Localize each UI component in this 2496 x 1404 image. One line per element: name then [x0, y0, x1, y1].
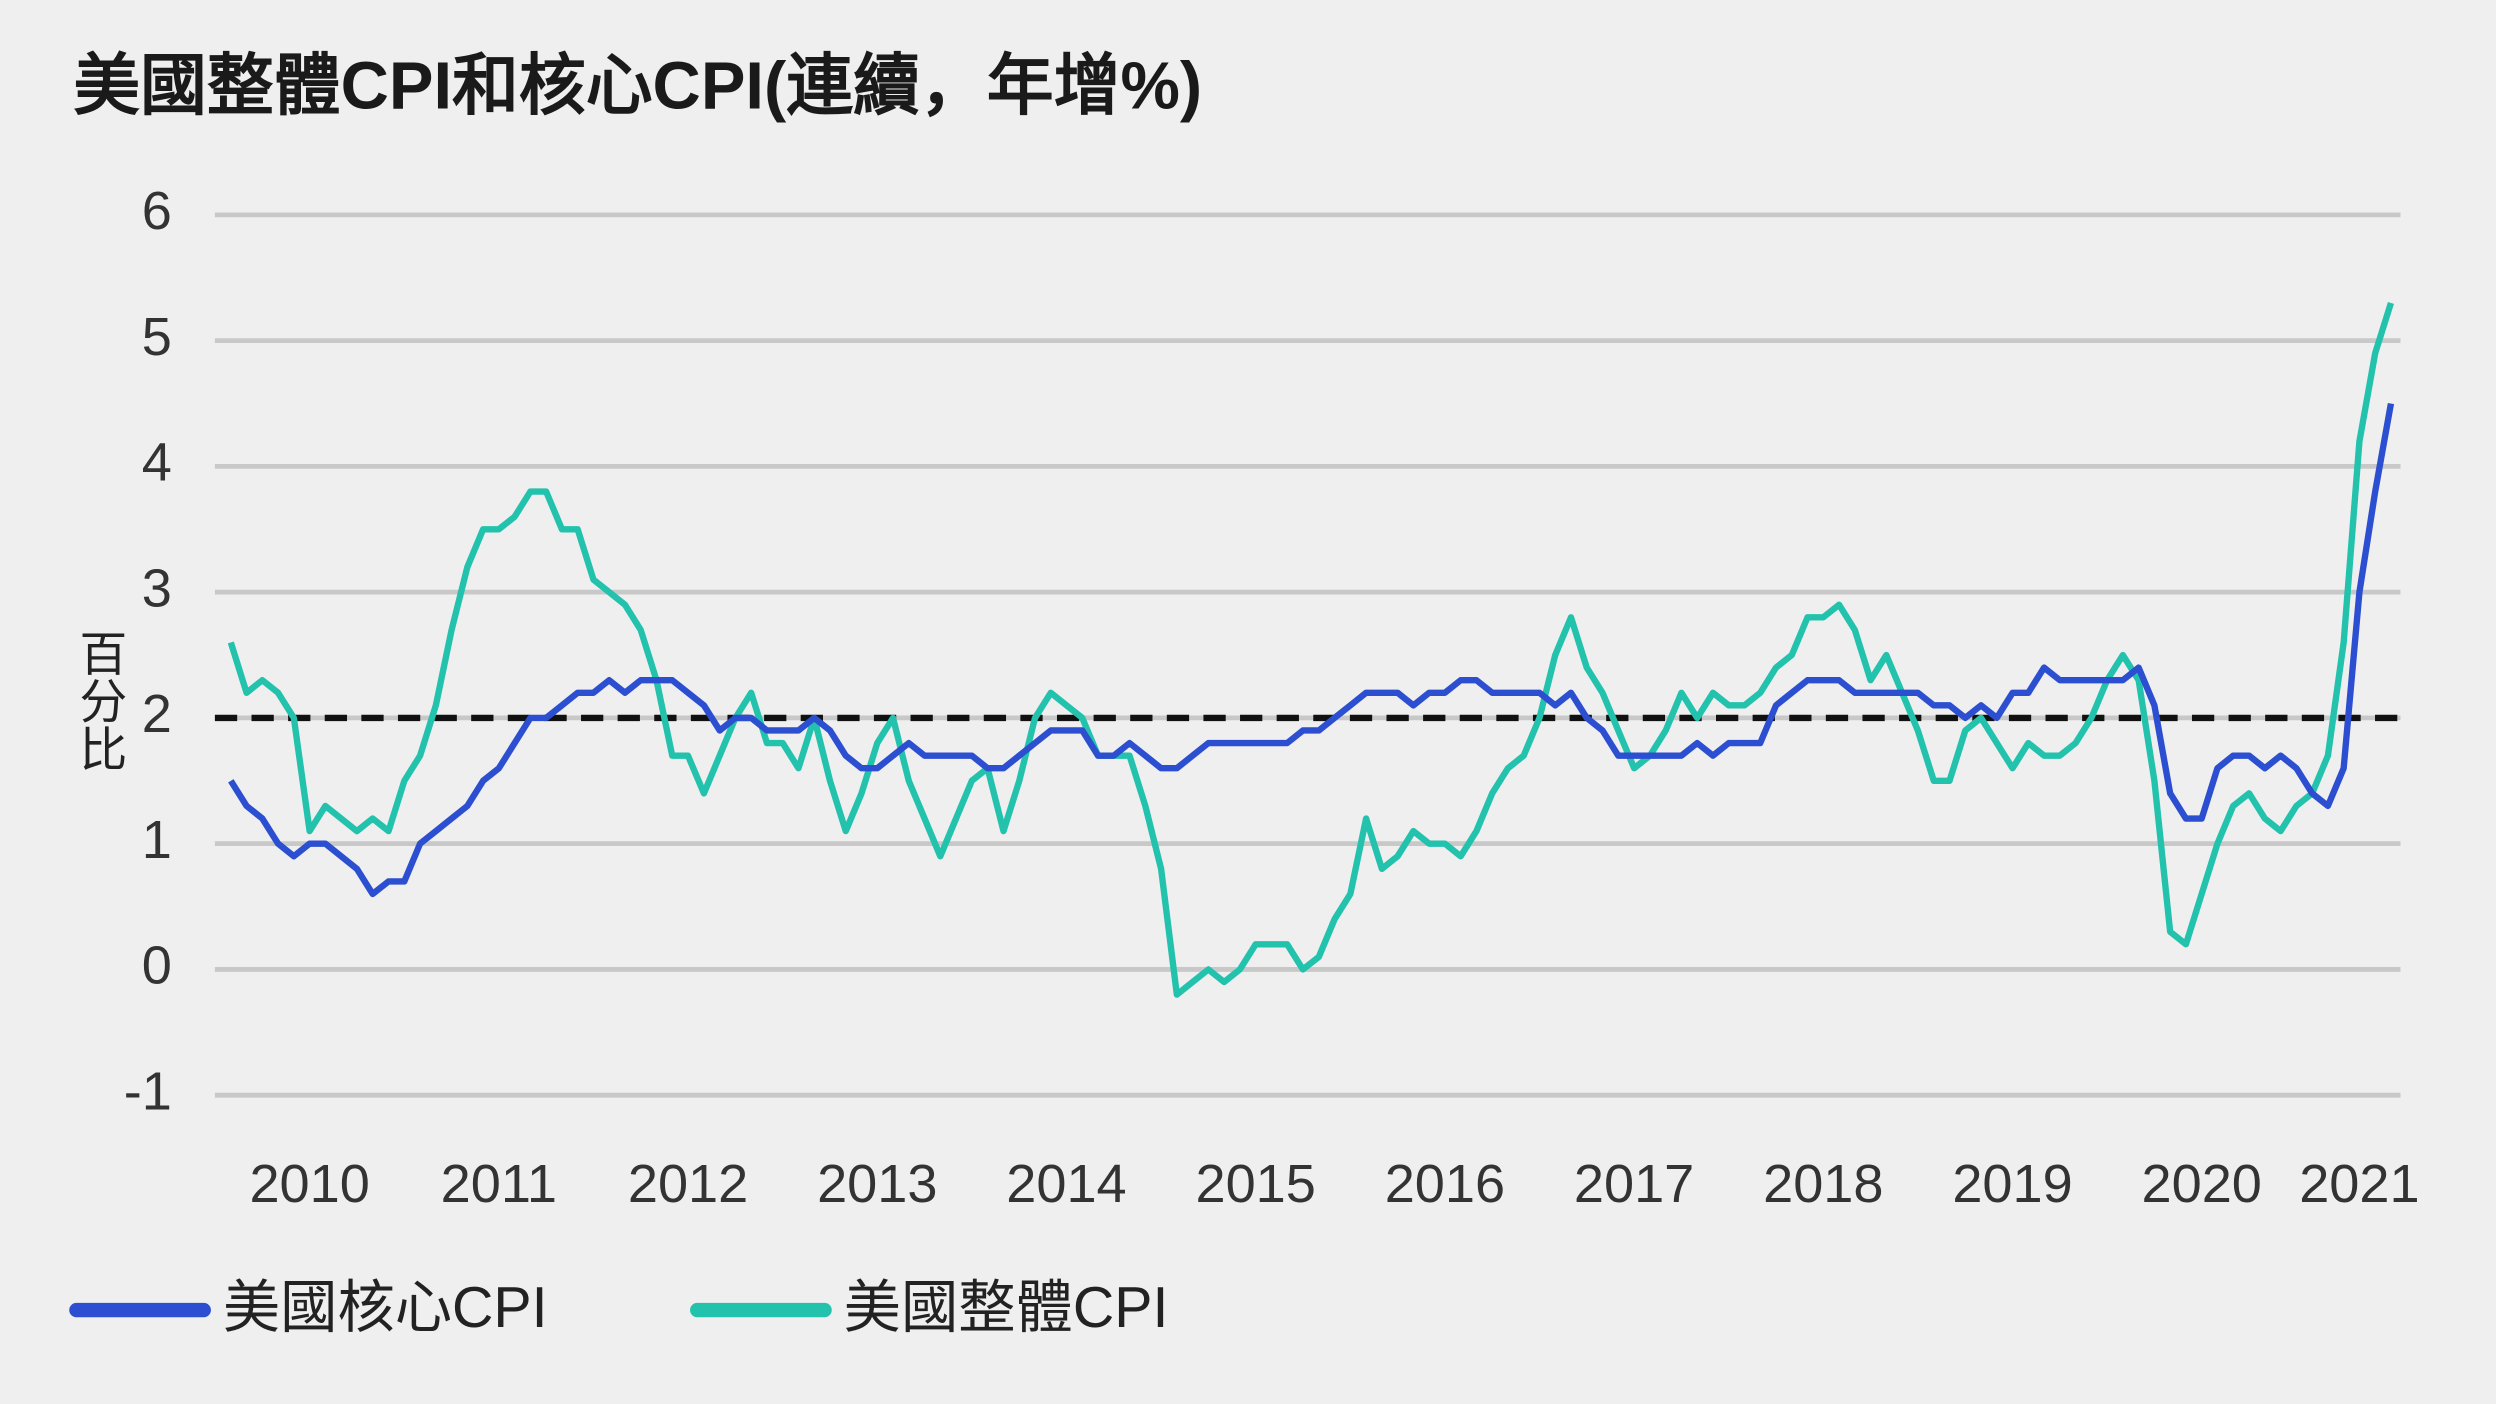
- series-line: [228, 402, 2395, 898]
- y-tick-label: 0: [142, 936, 172, 996]
- x-tick-label: 2017: [1574, 1154, 1694, 1214]
- y-tick-label: 2: [142, 684, 172, 744]
- y-tick-label: 5: [142, 307, 172, 367]
- chart-title: 美國整體CPI和核心CPI(連續，年增%): [73, 48, 1202, 123]
- y-tick-label: 4: [142, 433, 172, 493]
- x-tick-label: 2013: [817, 1154, 937, 1214]
- y-tick-label: 3: [142, 558, 172, 618]
- x-tick-label: 2010: [249, 1154, 369, 1214]
- y-tick-label: -1: [124, 1061, 172, 1121]
- y-tick-label: 1: [142, 810, 172, 870]
- x-tick-label: 2011: [441, 1154, 557, 1214]
- x-tick-label: 2016: [1385, 1154, 1505, 1214]
- y-tick-label: 6: [142, 181, 172, 241]
- x-tick-label: 2020: [2142, 1154, 2262, 1214]
- legend-label: 美國整體CPI: [844, 1276, 1169, 1340]
- series-line: [227, 301, 2394, 998]
- x-tick-label: 2015: [1196, 1154, 1316, 1214]
- y-axis-label-text: 百分比: [72, 629, 125, 772]
- y-axis-label: 百分比: [72, 629, 125, 772]
- legend-label: 美國核心CPI: [223, 1276, 548, 1340]
- x-tick-label: 2014: [1006, 1154, 1126, 1214]
- x-tick-label: 2019: [1952, 1154, 2072, 1214]
- x-tick-label: 2018: [1763, 1154, 1883, 1214]
- x-tick-label: 2021: [2299, 1154, 2419, 1214]
- x-tick-label: 2012: [628, 1154, 748, 1214]
